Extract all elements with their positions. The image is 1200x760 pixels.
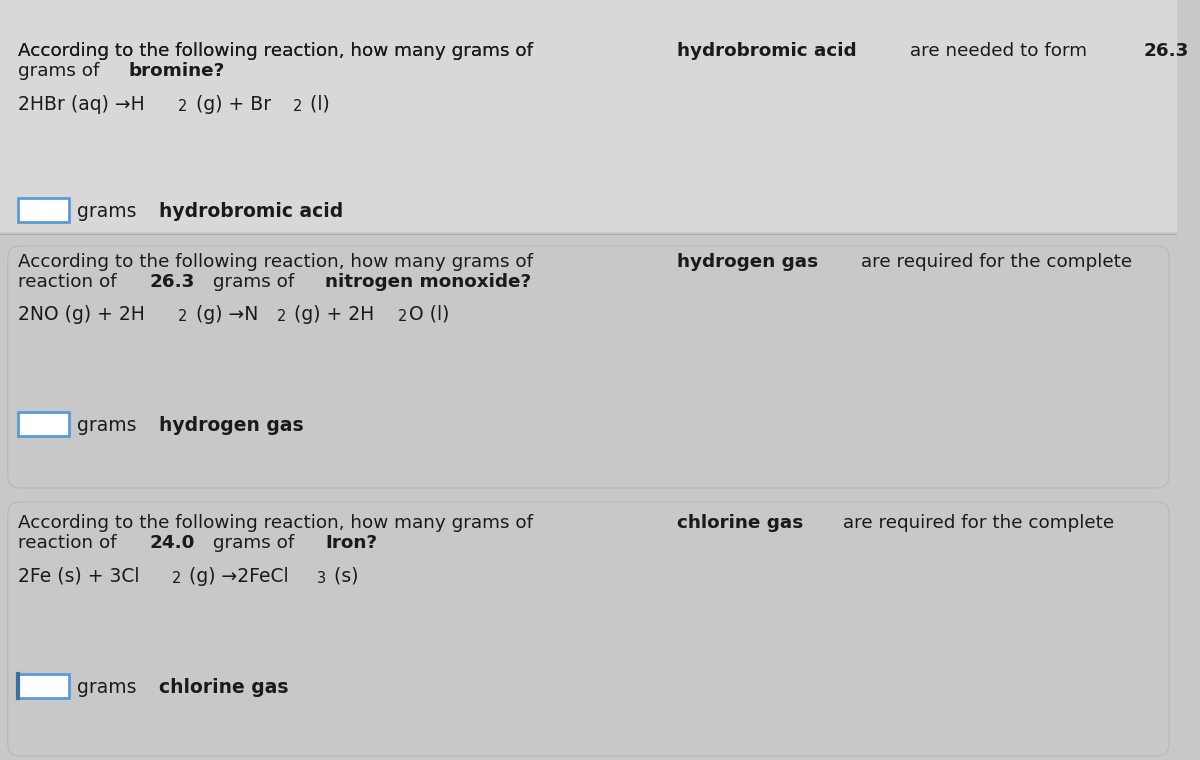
Text: According to the following reaction, how many grams of: According to the following reaction, how… (18, 514, 539, 532)
Text: 2: 2 (178, 99, 187, 114)
Text: hydrobromic acid: hydrobromic acid (677, 42, 857, 60)
Text: (g) + 2H: (g) + 2H (288, 305, 374, 324)
Text: bromine?: bromine? (128, 62, 224, 80)
Text: Iron?: Iron? (325, 534, 377, 552)
Text: 2NO (g) + 2H: 2NO (g) + 2H (18, 305, 144, 324)
Text: According to the following reaction, how many grams of: According to the following reaction, how… (18, 42, 539, 60)
Text: chlorine gas: chlorine gas (677, 514, 803, 532)
Text: According to the following reaction, how many grams of: According to the following reaction, how… (18, 42, 539, 60)
Text: grams of: grams of (208, 534, 300, 552)
Text: 2: 2 (179, 309, 187, 324)
Text: (g) →N: (g) →N (190, 305, 258, 324)
Text: grams of: grams of (18, 62, 104, 80)
Text: 2: 2 (293, 99, 302, 114)
Text: 26.3: 26.3 (1144, 42, 1189, 60)
Text: reaction of: reaction of (18, 534, 122, 552)
Text: (g) + Br: (g) + Br (190, 95, 271, 114)
Text: chlorine gas: chlorine gas (160, 678, 289, 697)
Text: 2: 2 (397, 309, 407, 324)
Text: are required for the complete: are required for the complete (856, 253, 1133, 271)
Text: 2HBr (aq) →H: 2HBr (aq) →H (18, 95, 144, 114)
Text: grams of: grams of (208, 273, 300, 291)
FancyBboxPatch shape (8, 246, 1169, 488)
Text: grams: grams (77, 678, 142, 697)
Text: reaction of: reaction of (18, 273, 122, 291)
Text: 2Fe (s) + 3Cl: 2Fe (s) + 3Cl (18, 567, 139, 586)
Text: (g) →2FeCl: (g) →2FeCl (184, 567, 289, 586)
Text: hydrobromic acid: hydrobromic acid (160, 202, 343, 221)
FancyBboxPatch shape (0, 0, 1177, 232)
Text: hydrogen gas: hydrogen gas (677, 253, 818, 271)
Text: grams: grams (77, 416, 142, 435)
Text: 2: 2 (172, 571, 181, 586)
Text: 2: 2 (277, 309, 286, 324)
FancyBboxPatch shape (18, 674, 68, 698)
FancyBboxPatch shape (18, 412, 68, 436)
Text: are needed to form: are needed to form (904, 42, 1093, 60)
Text: O (l): O (l) (409, 305, 450, 324)
Text: According to the following reaction, how many grams of hydrobromic acid: According to the following reaction, how… (18, 42, 698, 60)
Text: hydrogen gas: hydrogen gas (160, 416, 304, 435)
Text: grams: grams (77, 202, 142, 221)
Text: 3: 3 (317, 571, 326, 586)
Text: nitrogen monoxide?: nitrogen monoxide? (325, 273, 532, 291)
FancyBboxPatch shape (8, 502, 1169, 756)
Text: 24.0: 24.0 (150, 534, 196, 552)
Text: are required for the complete: are required for the complete (836, 514, 1114, 532)
FancyBboxPatch shape (18, 198, 68, 222)
Text: (s): (s) (329, 567, 359, 586)
Text: 26.3: 26.3 (150, 273, 196, 291)
Text: (l): (l) (305, 95, 330, 114)
Text: According to the following reaction, how many grams of: According to the following reaction, how… (18, 253, 539, 271)
